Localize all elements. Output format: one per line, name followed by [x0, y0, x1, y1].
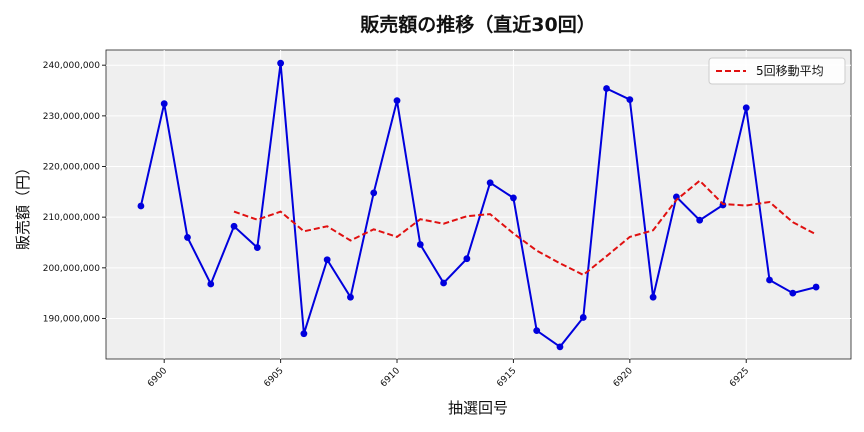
data-point [207, 280, 215, 288]
y-tick-label: 200,000,000 [43, 264, 101, 274]
data-point [696, 216, 704, 224]
data-point [649, 293, 657, 301]
chart-title: 販売額の推移（直近30回） [360, 13, 595, 36]
x-tick-label: 6910 [379, 366, 402, 389]
data-point [416, 241, 424, 248]
y-axis: 190,000,000 200,000,000 210,000,000 220,000… [43, 61, 106, 324]
data-point [626, 96, 634, 104]
data-point [323, 256, 331, 264]
sales-line [139, 63, 817, 349]
x-tick-label: 6900 [146, 366, 169, 389]
x-axis: 6900 6905 6910 6915 6920 6925 [146, 359, 751, 389]
x-tick-label: 6905 [262, 366, 285, 389]
data-point [789, 289, 797, 297]
legend-label-moving-average: 5回移動平均 [756, 64, 824, 78]
data-point [486, 179, 494, 187]
data-point [463, 255, 471, 263]
data-point [510, 194, 517, 202]
data-point [579, 314, 587, 321]
x-tick-label: 6915 [495, 366, 518, 389]
y-tick-label: 230,000,000 [43, 112, 101, 122]
data-point [742, 104, 750, 112]
y-tick-label: 220,000,000 [43, 163, 101, 173]
data-point [603, 85, 610, 92]
grid [106, 50, 851, 359]
y-tick-label: 240,000,000 [43, 61, 101, 71]
data-point [230, 222, 238, 230]
data-point [184, 234, 191, 241]
x-tick-label: 6920 [612, 366, 635, 389]
plot-area [105, 49, 852, 360]
y-axis-label: 販売額（円） [14, 160, 32, 250]
data-point [347, 293, 354, 301]
data-point [533, 327, 541, 335]
y-tick-label: 190,000,000 [43, 314, 101, 324]
data-point [300, 330, 308, 338]
data-point [370, 189, 378, 197]
data-point [812, 283, 820, 291]
data-point [160, 100, 168, 108]
data-point [556, 343, 564, 351]
moving-average-line [233, 179, 817, 277]
data-point [277, 59, 285, 67]
data-point [393, 97, 401, 105]
y-tick-label: 210,000,000 [43, 213, 101, 223]
series-layer [137, 59, 820, 351]
x-axis-label: 抽選回号 [448, 399, 508, 417]
data-point [253, 244, 261, 251]
data-point [766, 276, 773, 284]
legend-box [708, 57, 846, 85]
data-point [440, 279, 447, 287]
legend: 5回移動平均 [708, 57, 846, 85]
x-tick-label: 6925 [728, 366, 751, 389]
data-point [137, 202, 145, 210]
